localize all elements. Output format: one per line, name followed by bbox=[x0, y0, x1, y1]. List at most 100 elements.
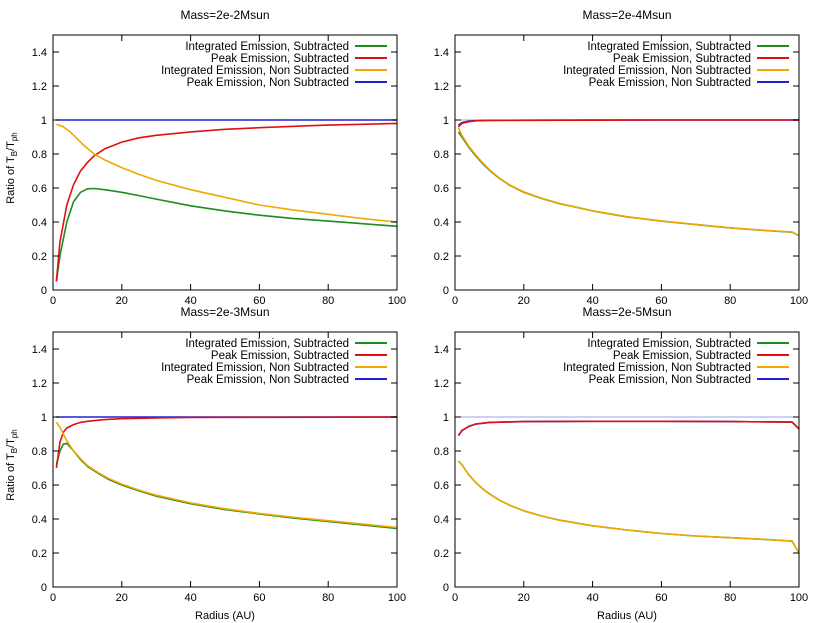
x-tick-label: 100 bbox=[388, 295, 406, 307]
legend-entry-label: Integrated Emission, Subtracted bbox=[185, 41, 349, 53]
chart-title: Mass=2e-4Msun bbox=[582, 8, 671, 22]
chart-title: Mass=2e-3Msun bbox=[180, 305, 269, 319]
y-tick-label: 1.4 bbox=[434, 47, 449, 59]
y-tick-label: 0 bbox=[41, 582, 47, 594]
series-line bbox=[55, 122, 398, 282]
x-tick-label: 0 bbox=[452, 592, 458, 604]
y-tick-label: 0.8 bbox=[32, 149, 47, 161]
y-tick-label: 0.2 bbox=[32, 548, 47, 560]
x-tick-label: 40 bbox=[184, 295, 196, 307]
x-tick-label: 80 bbox=[724, 592, 736, 604]
legend-entry-label: Integrated Emission, Non Subtracted bbox=[161, 362, 349, 374]
x-tick-label: 100 bbox=[790, 295, 808, 307]
y-tick-label: 0.6 bbox=[32, 480, 47, 492]
y-tick-label: 0.6 bbox=[32, 183, 47, 195]
legend-entry-label: Integrated Emission, Subtracted bbox=[185, 338, 349, 350]
x-tick-label: 60 bbox=[655, 592, 667, 604]
legend-entry-label: Peak Emission, Subtracted bbox=[613, 350, 751, 362]
x-tick-label: 80 bbox=[322, 592, 334, 604]
x-tick-label: 0 bbox=[50, 295, 56, 307]
x-tick-label: 40 bbox=[586, 592, 598, 604]
x-tick-label: 20 bbox=[518, 295, 530, 307]
chart-title: Mass=2e-5Msun bbox=[582, 305, 671, 319]
y-tick-label: 0.2 bbox=[434, 548, 449, 560]
chart-title: Mass=2e-2Msun bbox=[180, 8, 269, 22]
x-tick-label: 0 bbox=[452, 295, 458, 307]
y-tick-label: 0.8 bbox=[434, 446, 449, 458]
legend-entry-label: Integrated Emission, Subtracted bbox=[587, 338, 751, 350]
y-tick-label: 1.4 bbox=[32, 47, 47, 59]
legend-entry-label: Peak Emission, Non Subtracted bbox=[187, 77, 349, 89]
panel-top-left: Mass=2e-2Msun 0 20 40 60 80 100 0 0.2 0.4 0.6 0.8 1 1… bbox=[32, 8, 406, 307]
y-tick-label: 1.4 bbox=[434, 344, 449, 356]
series-line bbox=[457, 131, 800, 237]
y-tick-label: 1.2 bbox=[434, 378, 449, 390]
series-line bbox=[55, 421, 398, 529]
series-line bbox=[55, 187, 398, 282]
y-tick-label: 0.2 bbox=[434, 251, 449, 263]
y-tick-label: 1.4 bbox=[32, 344, 47, 356]
x-tick-label: 100 bbox=[388, 592, 406, 604]
y-tick-label: 0.4 bbox=[434, 217, 449, 229]
y-tick-label: 1 bbox=[41, 115, 47, 127]
y-tick-label: 1.2 bbox=[32, 81, 47, 93]
legend-entry-label: Peak Emission, Non Subtracted bbox=[589, 77, 751, 89]
series-line bbox=[457, 127, 800, 237]
plot-frame bbox=[454, 331, 800, 588]
y-tick-label: 1 bbox=[443, 412, 449, 424]
legend-entry-label: Integrated Emission, Subtracted bbox=[587, 41, 751, 53]
x-axis-label: Radius (AU) bbox=[597, 610, 657, 622]
y-tick-label: 0 bbox=[443, 285, 449, 297]
x-tick-label: 20 bbox=[116, 295, 128, 307]
plot-frame bbox=[52, 331, 398, 588]
legend-entry-label: Peak Emission, Non Subtracted bbox=[589, 374, 751, 386]
series-line bbox=[55, 416, 398, 469]
x-tick-label: 40 bbox=[586, 295, 598, 307]
y-tick-label: 0 bbox=[443, 582, 449, 594]
x-tick-label: 40 bbox=[184, 592, 196, 604]
legend-entry-label: Integrated Emission, Non Subtracted bbox=[161, 65, 349, 77]
x-axis-label: Radius (AU) bbox=[195, 610, 255, 622]
series-line bbox=[457, 460, 800, 554]
legend-entry-label: Peak Emission, Subtracted bbox=[613, 53, 751, 65]
x-tick-label: 60 bbox=[253, 295, 265, 307]
y-tick-label: 0.6 bbox=[434, 480, 449, 492]
panel-bottom-left: Mass=2e-3Msun 0 20 40 60 80 100 0 0.2 0.4 0.6 0.8 1 1… bbox=[32, 305, 406, 622]
panel-top-right: Mass=2e-4Msun 0 20 40 60 80 100 0 0.2 0.4 0.6 0.8 1 1… bbox=[434, 8, 808, 307]
x-tick-label: 0 bbox=[50, 592, 56, 604]
series-line bbox=[457, 420, 800, 437]
series-line bbox=[56, 123, 398, 223]
x-tick-label: 60 bbox=[253, 592, 265, 604]
y-tick-label: 0.4 bbox=[32, 514, 47, 526]
legend-entry-label: Peak Emission, Subtracted bbox=[211, 53, 349, 65]
y-tick-label: 0.4 bbox=[32, 217, 47, 229]
x-tick-label: 100 bbox=[790, 592, 808, 604]
y-tick-label: 1.2 bbox=[32, 378, 47, 390]
y-tick-label: 0.2 bbox=[32, 251, 47, 263]
plot-frame bbox=[52, 34, 398, 291]
y-tick-label: 0.6 bbox=[434, 183, 449, 195]
y-tick-label: 1 bbox=[41, 412, 47, 424]
y-axis-label-bottom: Ratio of TB/Tph bbox=[5, 429, 19, 501]
legend-entry-label: Integrated Emission, Non Subtracted bbox=[563, 65, 751, 77]
series-line bbox=[457, 420, 800, 437]
y-tick-label: 0.4 bbox=[434, 514, 449, 526]
legend-entry-label: Peak Emission, Subtracted bbox=[211, 350, 349, 362]
panel-bottom-right: Mass=2e-5Msun 0 20 40 60 80 100 0 0.2 0.4 0.6 0.8 1 1… bbox=[434, 305, 808, 622]
x-tick-label: 60 bbox=[655, 295, 667, 307]
legend-entry-label: Integrated Emission, Non Subtracted bbox=[563, 362, 751, 374]
y-tick-label: 0.8 bbox=[434, 149, 449, 161]
y-tick-label: 1.2 bbox=[434, 81, 449, 93]
y-tick-label: 1 bbox=[443, 115, 449, 127]
series-line bbox=[457, 119, 799, 128]
legend-entry-label: Peak Emission, Non Subtracted bbox=[187, 374, 349, 386]
x-tick-label: 20 bbox=[116, 592, 128, 604]
y-tick-label: 0.8 bbox=[32, 446, 47, 458]
series-line bbox=[55, 442, 398, 530]
y-tick-label: 0 bbox=[41, 285, 47, 297]
x-tick-label: 20 bbox=[518, 592, 530, 604]
plot-frame bbox=[454, 34, 800, 291]
y-axis-label-top: Ratio of TB/Tph bbox=[5, 132, 19, 204]
x-tick-label: 80 bbox=[322, 295, 334, 307]
